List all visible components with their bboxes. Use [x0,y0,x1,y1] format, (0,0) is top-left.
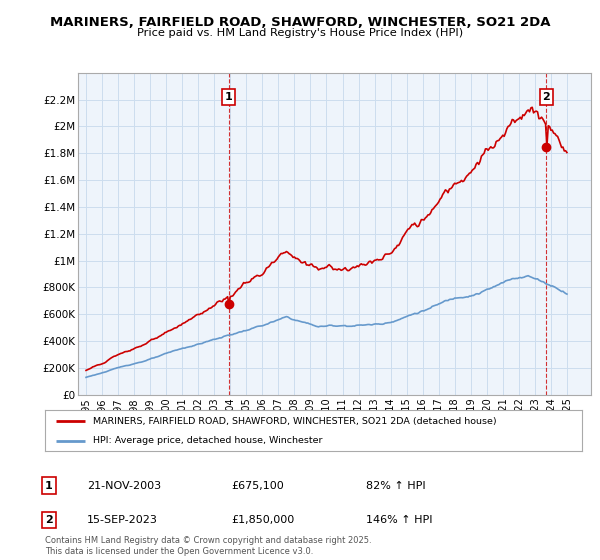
Text: HPI: Average price, detached house, Winchester: HPI: Average price, detached house, Winc… [94,436,323,445]
Text: £675,100: £675,100 [231,480,284,491]
Text: 82% ↑ HPI: 82% ↑ HPI [366,480,425,491]
Text: MARINERS, FAIRFIELD ROAD, SHAWFORD, WINCHESTER, SO21 2DA: MARINERS, FAIRFIELD ROAD, SHAWFORD, WINC… [50,16,550,29]
Text: 21-NOV-2003: 21-NOV-2003 [87,480,161,491]
Text: 2: 2 [542,92,550,102]
Text: 15-SEP-2023: 15-SEP-2023 [87,515,158,525]
Text: 2: 2 [45,515,53,525]
Text: Price paid vs. HM Land Registry's House Price Index (HPI): Price paid vs. HM Land Registry's House … [137,28,463,38]
Text: MARINERS, FAIRFIELD ROAD, SHAWFORD, WINCHESTER, SO21 2DA (detached house): MARINERS, FAIRFIELD ROAD, SHAWFORD, WINC… [94,417,497,426]
Text: Contains HM Land Registry data © Crown copyright and database right 2025.
This d: Contains HM Land Registry data © Crown c… [45,536,371,556]
Text: 146% ↑ HPI: 146% ↑ HPI [366,515,433,525]
Text: 1: 1 [45,480,53,491]
Text: £1,850,000: £1,850,000 [231,515,294,525]
Text: 1: 1 [224,92,232,102]
